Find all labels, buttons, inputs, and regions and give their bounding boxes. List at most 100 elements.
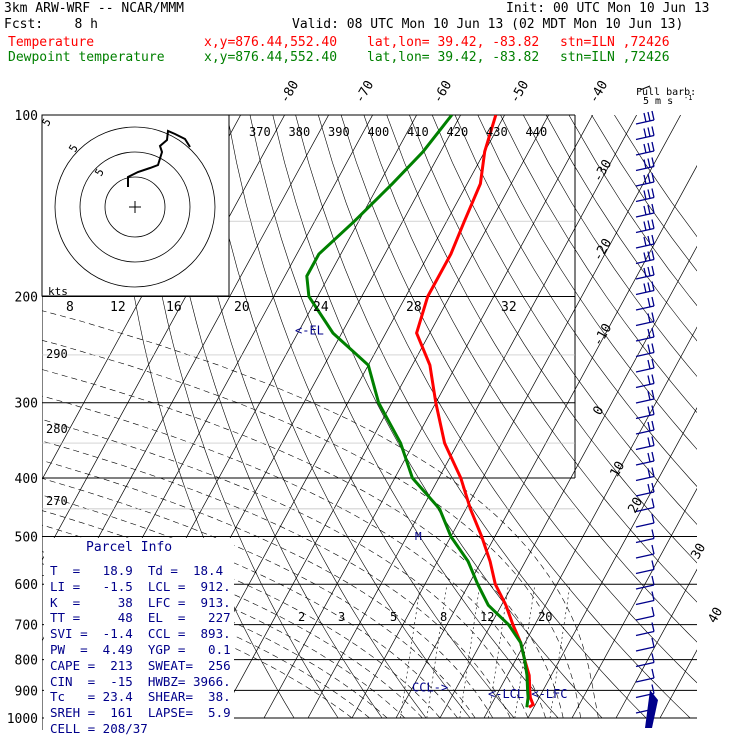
dry-adiabat — [318, 115, 691, 719]
wind-barb — [635, 351, 655, 358]
isotherm — [571, 487, 697, 719]
wind-barb-flag — [651, 653, 655, 663]
theta-label: 380 — [289, 125, 311, 139]
latlon-dew: lat,lon= 39.42, -83.82 — [367, 50, 540, 65]
wind-barb — [635, 413, 655, 420]
temp-tick-label: -70 — [352, 78, 377, 106]
wind-barb — [635, 181, 655, 187]
wind-barb-flag — [643, 174, 647, 185]
hodograph-trace — [127, 129, 191, 187]
wind-barb — [635, 382, 655, 389]
wind-barb — [635, 119, 655, 125]
temp-tick-label: 30 — [688, 541, 709, 562]
hodograph-ring — [104, 176, 166, 238]
mixing-ratio-label: 3 — [338, 610, 345, 624]
hodograph-speed-label: 16 — [166, 300, 182, 315]
moist-adiabat — [42, 478, 476, 719]
wind-barb — [635, 367, 655, 373]
wind-barb — [635, 677, 655, 683]
wind-barb-flag — [651, 451, 655, 462]
wind-barb — [635, 506, 655, 513]
wind-barb-flag — [651, 203, 655, 214]
wind-barb-flag — [643, 221, 647, 231]
pressure-label: 800 — [15, 654, 38, 669]
wind-barb-flag — [651, 343, 655, 353]
wind-barb — [635, 134, 655, 141]
wind-barb-flag — [651, 141, 655, 152]
wind-barb-flag — [647, 344, 651, 354]
theta-label: 420 — [447, 125, 469, 139]
wind-barb-flag — [651, 172, 655, 183]
wind-barb-flag — [651, 219, 655, 229]
temperature-curve — [415, 115, 535, 709]
parcel-info-title: Parcel Info — [86, 540, 173, 555]
mixing-ratio-label: 5 — [390, 610, 397, 624]
wind-barb — [635, 537, 655, 544]
temp-tick-label: 10 — [607, 459, 628, 480]
mixing-ratio-label: 8 — [440, 610, 447, 624]
parcel-info-panel: Parcel Info T = 18.9 Td = 18.4 LI = -1.5 … — [44, 538, 234, 736]
hodograph-speed-label: 32 — [501, 300, 517, 315]
theta-label: 400 — [368, 125, 390, 139]
parcel-info-row: SREH = 161 LAPSE= 5.9 — [50, 705, 231, 721]
temp-tick-label: -40 — [586, 78, 611, 106]
wind-barb — [635, 444, 655, 451]
wind-barb-flag — [651, 529, 655, 539]
hodograph-speed-label: 8 — [66, 300, 74, 315]
parcel-info-row: TT = 48 EL = 227 — [50, 610, 231, 626]
wind-barb-flag — [651, 281, 655, 291]
wind-barb-flag — [651, 420, 655, 431]
dry-adiabat — [568, 115, 697, 307]
parcel-info-row: Tc = 23.4 SHEAR= 38. — [50, 689, 231, 705]
init-time: Init: 00 UTC Mon 10 Jun 13 — [506, 1, 710, 16]
wind-barb-flag — [647, 297, 651, 308]
wind-barb-flag — [643, 190, 647, 200]
lcl-lfc-annotation: <-LCL <-LFC — [488, 687, 567, 701]
parcel-info-row: LI = -1.5 LCL = 912. — [50, 578, 231, 594]
theta-label: 440 — [526, 125, 548, 139]
mixing-ratio-label: 12 — [480, 610, 494, 624]
wind-barb-flag — [651, 622, 655, 632]
barb-legend-sample — [639, 85, 651, 91]
wind-barb — [635, 661, 655, 668]
mixing-ratio-line — [459, 584, 481, 719]
wind-barb-flag — [647, 142, 651, 153]
wind-barb-surface — [645, 690, 658, 728]
wind-barb — [635, 522, 655, 528]
theta-label: 270 — [46, 494, 68, 508]
dry-adiabat — [591, 115, 697, 272]
wind-barb-flag — [651, 668, 655, 679]
isotherm — [42, 115, 285, 561]
wind-barb-flag — [651, 296, 655, 307]
parcel-info-row: CAPE = 213 SWEAT= 256 — [50, 657, 231, 673]
theta-label: 410 — [407, 125, 429, 139]
theta-label: 280 — [46, 422, 68, 436]
wind-barb-flag — [651, 234, 655, 245]
wind-barb — [635, 150, 655, 156]
wind-barb-flag — [651, 265, 655, 276]
dry-adiabat — [500, 115, 697, 413]
wind-barb-flag — [643, 159, 647, 169]
dry-adiabat — [431, 115, 697, 525]
model-title: 3km ARW-WRF -- NCAR/MMM — [4, 1, 185, 16]
wind-barb-flag — [651, 374, 655, 384]
parcel-info-row: PW = 4.49 YGP = 0.1 — [50, 642, 231, 657]
wind-barb-flag — [651, 467, 655, 477]
wind-barb-flag — [651, 544, 655, 555]
isotherm — [659, 649, 697, 719]
temp-tick-label: -10 — [590, 321, 615, 349]
theta-label: 390 — [328, 125, 350, 139]
moist-adiabat — [42, 574, 353, 719]
isotherm — [395, 164, 697, 719]
moist-adiabat — [42, 419, 529, 719]
ccl-annotation: CCL-> — [412, 680, 448, 694]
isotherm — [483, 326, 697, 719]
pressure-label: 300 — [15, 397, 38, 412]
dewpoint-curve — [305, 115, 530, 708]
wind-barb — [635, 491, 655, 497]
pressure-label: 700 — [15, 619, 38, 634]
wind-barb-flag — [647, 235, 651, 246]
wind-barb-flag — [643, 205, 647, 216]
coords-dew: x,y=876.44,552.40 — [204, 50, 338, 65]
pressure-label: 1000 — [7, 712, 38, 727]
